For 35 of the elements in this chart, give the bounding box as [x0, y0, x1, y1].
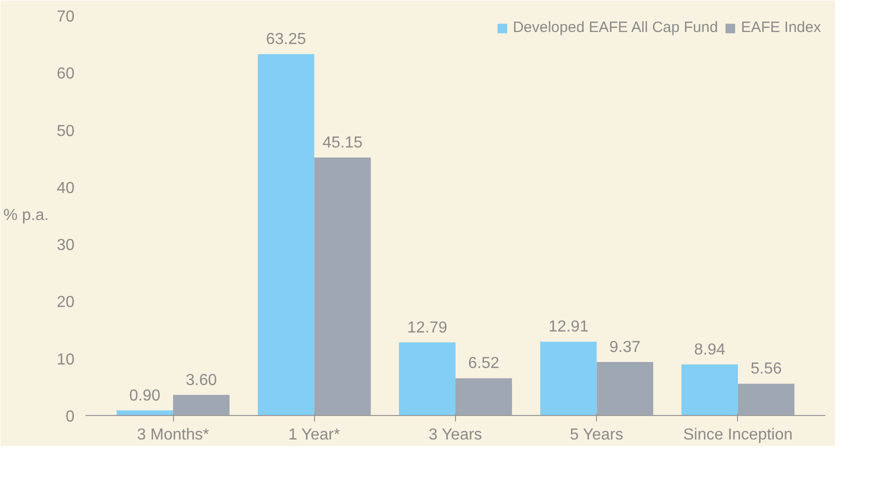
data-label: 8.94 [694, 341, 726, 358]
data-label: 5.56 [750, 360, 782, 378]
x-tick-label: 5 Years [570, 426, 624, 444]
x-tick-label: 3 Years [428, 426, 482, 444]
bar [258, 54, 314, 416]
bar [596, 362, 654, 416]
bar [314, 158, 371, 416]
y-tick-label: 40 [56, 180, 75, 197]
data-label: 6.52 [468, 355, 500, 372]
bar [681, 364, 738, 416]
bar [456, 378, 512, 416]
legend-label: EAFE Index [740, 19, 821, 36]
data-label: 12.79 [407, 319, 448, 336]
bar [173, 394, 230, 416]
y-tick-label: 50 [56, 122, 75, 140]
x-tick-label: 1 Year* [288, 426, 340, 444]
bar [399, 342, 456, 416]
bar [738, 384, 794, 416]
data-label: 0.90 [129, 387, 160, 404]
y-tick-label: 30 [56, 237, 75, 254]
x-tick-label: Since Inception [683, 426, 793, 444]
x-tick-label: 3 Months* [137, 426, 210, 444]
y-tick-label: 10 [56, 351, 75, 368]
data-label: 3.60 [186, 372, 217, 389]
y-tick-label: 0 [66, 408, 75, 426]
y-tick-label: 70 [56, 8, 75, 26]
y-tick-label: 60 [56, 66, 75, 83]
data-label: 12.91 [548, 318, 589, 336]
y-axis-title: % p.a. [3, 207, 49, 224]
legend-label: Developed EAFE All Cap Fund [512, 19, 718, 36]
data-label: 9.37 [609, 338, 641, 356]
data-label: 45.15 [322, 134, 363, 152]
y-tick-label: 20 [56, 294, 75, 312]
bar [540, 342, 597, 416]
data-label: 63.25 [266, 31, 306, 48]
